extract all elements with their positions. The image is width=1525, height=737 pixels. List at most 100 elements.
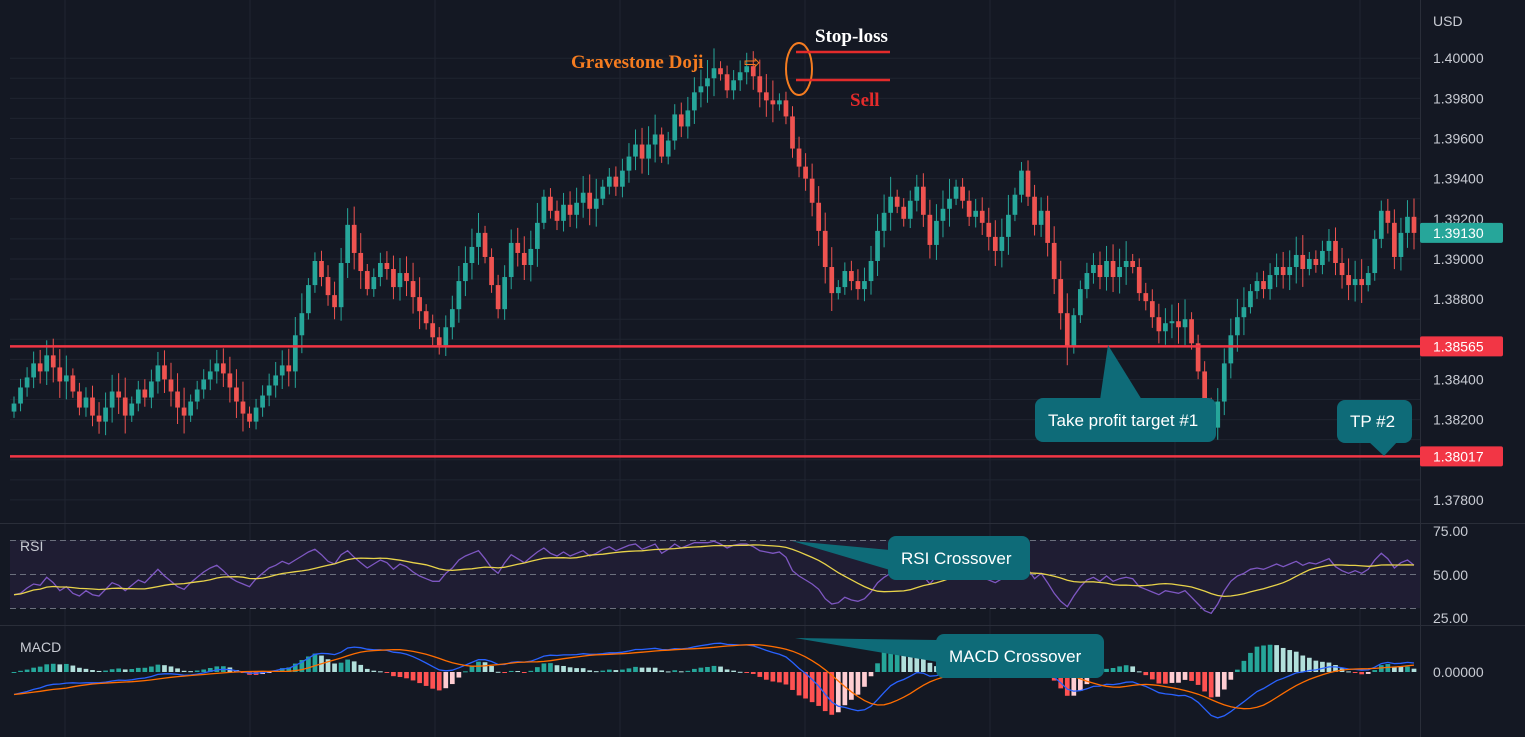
macd-histogram-bar bbox=[515, 671, 521, 673]
candle-body bbox=[1293, 254, 1299, 268]
candle-body bbox=[1078, 289, 1083, 316]
candle-body bbox=[292, 335, 298, 372]
candle-body bbox=[783, 100, 789, 117]
macd-histogram-bar bbox=[404, 672, 409, 679]
candle-body bbox=[966, 200, 972, 217]
candle-body bbox=[639, 144, 645, 159]
candle-body bbox=[57, 367, 63, 382]
macd-histogram-bar bbox=[417, 672, 422, 684]
candle-body bbox=[777, 100, 782, 105]
macd-histogram-bar bbox=[744, 672, 750, 673]
candle-body bbox=[312, 260, 318, 286]
price-tick-label: 1.39600 bbox=[1433, 131, 1484, 147]
candle-body bbox=[397, 273, 403, 288]
candle-body bbox=[1149, 301, 1155, 318]
macd-histogram-bar bbox=[1208, 672, 1214, 698]
candle-body bbox=[142, 389, 148, 398]
candle-body bbox=[11, 403, 17, 412]
macd-histogram-bar bbox=[1071, 672, 1077, 696]
candle-body bbox=[705, 78, 710, 87]
macd-histogram-bar bbox=[888, 644, 893, 672]
candle-body bbox=[162, 365, 167, 380]
candle-body bbox=[207, 371, 213, 380]
candle-body bbox=[796, 148, 802, 167]
macd-histogram-bar bbox=[122, 669, 128, 672]
candle-body bbox=[332, 295, 337, 308]
candle-body bbox=[960, 186, 965, 201]
macd-histogram-bar bbox=[927, 662, 933, 672]
macd-histogram-bar bbox=[502, 672, 508, 673]
candle-body bbox=[822, 230, 828, 268]
macd-histogram-bar bbox=[907, 644, 913, 672]
candle-body bbox=[672, 114, 678, 141]
macd-histogram-bar bbox=[83, 668, 89, 672]
macd-histogram-bar bbox=[129, 669, 135, 672]
macd-histogram-bar bbox=[829, 672, 835, 715]
candle-body bbox=[757, 76, 763, 93]
macd-histogram-bar bbox=[135, 667, 141, 672]
candle-body bbox=[920, 186, 926, 215]
candle-body bbox=[50, 355, 56, 368]
macd-histogram-bar bbox=[1365, 672, 1371, 674]
candle-body bbox=[1405, 216, 1410, 233]
macd-histogram-bar bbox=[430, 672, 436, 689]
candle-body bbox=[1032, 196, 1037, 225]
macd-histogram-bar bbox=[103, 670, 108, 672]
candle-body bbox=[266, 385, 272, 396]
candle-body bbox=[1104, 260, 1109, 278]
gravestone-doji-label: Gravestone Doji bbox=[571, 52, 703, 73]
candle-body bbox=[986, 222, 992, 237]
macd-histogram-bar bbox=[201, 669, 207, 672]
macd-histogram-bar bbox=[109, 669, 115, 672]
macd-histogram-bar bbox=[600, 670, 606, 672]
candle-body bbox=[1261, 281, 1266, 290]
candle-body bbox=[999, 236, 1005, 251]
macd-histogram-bar bbox=[1313, 660, 1319, 672]
macd-histogram-bar bbox=[816, 672, 822, 706]
candle-body bbox=[495, 285, 501, 310]
candle-body bbox=[1163, 323, 1168, 332]
candle-body bbox=[652, 134, 658, 145]
candle-body bbox=[436, 337, 442, 346]
candle-body bbox=[1333, 240, 1338, 263]
macd-histogram-bar bbox=[63, 663, 69, 672]
tp2-label: TP #2 bbox=[1350, 412, 1395, 431]
candle-body bbox=[247, 413, 252, 422]
rsi-tick-50: 50.00 bbox=[1433, 567, 1468, 583]
candle-body bbox=[227, 373, 233, 388]
macd-histogram-bar bbox=[338, 662, 344, 672]
candle-body bbox=[1136, 267, 1142, 294]
candle-body bbox=[463, 262, 468, 282]
macd-histogram-bar bbox=[57, 664, 63, 672]
candle-body bbox=[868, 260, 874, 282]
macd-histogram-bar bbox=[803, 672, 808, 699]
candle-body bbox=[1287, 267, 1293, 276]
macd-histogram-bar bbox=[482, 662, 488, 672]
macd-histogram-bar bbox=[371, 670, 377, 672]
candle-body bbox=[1202, 371, 1208, 410]
candle-body bbox=[417, 297, 422, 312]
candle-body bbox=[37, 363, 43, 372]
macd-histogram-bar bbox=[528, 670, 534, 672]
candle-body bbox=[1352, 279, 1358, 286]
macd-histogram-bar bbox=[495, 671, 501, 673]
macd-histogram-bar bbox=[1306, 657, 1312, 672]
candle-body bbox=[1372, 238, 1378, 274]
macd-histogram-bar bbox=[1248, 652, 1253, 672]
candle-body bbox=[1274, 267, 1279, 276]
stop-loss-label: Stop-loss bbox=[815, 26, 888, 47]
macd-histogram-bar bbox=[633, 666, 638, 672]
rsi-signal-line bbox=[13, 544, 1415, 598]
candle-body bbox=[1117, 267, 1122, 278]
candle-body bbox=[168, 379, 174, 392]
macd-histogram-bar bbox=[646, 667, 651, 672]
macd-histogram-bar bbox=[1182, 672, 1188, 680]
macd-histogram-bar bbox=[214, 666, 220, 672]
macd-histogram-bar bbox=[1156, 672, 1162, 684]
macd-line bbox=[13, 642, 1415, 719]
candle-body bbox=[1385, 210, 1391, 223]
macd-histogram-bar bbox=[626, 668, 632, 672]
macd-histogram-bar bbox=[1372, 670, 1378, 672]
